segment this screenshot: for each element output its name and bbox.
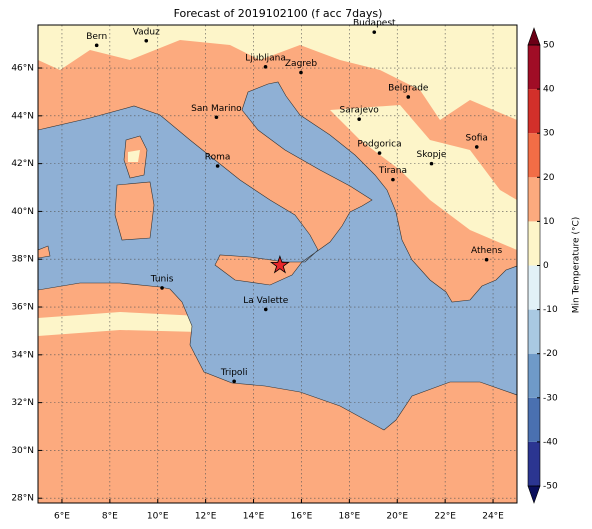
colorbar-label: Min Temperature (°C) — [572, 217, 582, 314]
x-tick-label: 16°E — [291, 512, 313, 522]
y-tick-label: 40°N — [11, 207, 34, 217]
city-dot — [263, 307, 268, 312]
city-label: Sofia — [466, 133, 488, 143]
colorbar-tick-label: -30 — [543, 393, 558, 403]
city-label: Tirana — [378, 166, 407, 176]
colorbar-tick-label: 30 — [543, 129, 555, 139]
island — [114, 181, 155, 241]
city-label: Vaduz — [133, 27, 160, 37]
city-label: Sarajevo — [340, 106, 380, 116]
city-label: Athens — [471, 246, 502, 256]
city-dot — [474, 145, 479, 149]
city-label: Ljubljana — [245, 53, 286, 63]
city-label: San Marino — [191, 104, 242, 114]
x-tick-label: 20°E — [386, 512, 408, 522]
island — [38, 245, 51, 259]
colorbar-tick-label: -40 — [543, 437, 558, 447]
x-tick-label: 6°E — [54, 512, 70, 522]
colorbar-tick-label: 10 — [543, 217, 555, 227]
y-tick-label: 36°N — [11, 303, 34, 313]
city-dot — [377, 151, 382, 155]
y-tick-label: 30°N — [11, 446, 34, 456]
colorbar-band — [528, 221, 540, 266]
city-dot — [299, 70, 303, 75]
map-area — [38, 25, 517, 503]
city-label: Bern — [86, 32, 107, 42]
y-tick-label: 28°N — [11, 494, 34, 504]
colorbar-band — [528, 133, 540, 178]
map-frame — [37, 24, 518, 504]
y-tick-label: 42°N — [11, 159, 34, 169]
y-tick-label: 32°N — [11, 398, 34, 408]
city-label: Zagreb — [285, 59, 317, 69]
colorbar-extend — [527, 27, 541, 46]
colorbar-band — [528, 441, 540, 486]
city-dot — [406, 95, 411, 99]
colorbar-band — [528, 177, 540, 222]
colorbar-tick-label: -20 — [543, 349, 558, 359]
city-dot — [372, 30, 377, 34]
city-dot — [214, 115, 219, 120]
y-tick-label: 34°N — [11, 350, 34, 360]
x-tick-label: 14°E — [243, 512, 265, 522]
colorbar-tick-label: 20 — [543, 173, 555, 183]
city-dot — [160, 286, 164, 290]
cream-zone — [38, 25, 517, 120]
colorbar-band — [528, 353, 540, 398]
colorbar-tick-label: 40 — [543, 85, 555, 95]
colorbar-band — [528, 309, 540, 354]
city-label: La Valette — [243, 296, 288, 306]
city-dot — [144, 38, 149, 43]
x-tick-label: 18°E — [339, 512, 361, 522]
x-tick-label: 12°E — [195, 512, 217, 522]
x-tick-label: 22°E — [434, 512, 456, 522]
colorbar-tick-label: -50 — [543, 482, 558, 492]
colorbar-tick-label: 0 — [543, 261, 549, 271]
city-dot — [232, 379, 236, 384]
city-label: Belgrade — [388, 83, 429, 93]
y-tick-label: 38°N — [11, 255, 34, 265]
city-label: Tripoli — [220, 368, 248, 378]
city-label: Roma — [205, 153, 231, 163]
cream-zone — [128, 150, 140, 162]
city-dot — [357, 117, 361, 121]
city-dot — [429, 161, 434, 166]
cream-zone — [330, 105, 517, 250]
city-dot — [484, 257, 489, 262]
map-title: Forecast of 2019102100 (f acc 7days) — [174, 7, 383, 20]
cream-zone — [38, 312, 200, 336]
marker-star — [270, 254, 290, 274]
x-tick-label: 10°E — [147, 512, 169, 522]
city-dot — [391, 177, 395, 182]
colorbar-tick-label: -10 — [543, 305, 558, 315]
colorbar: -50 -40 -30 -20 -10 0 10 20 30 40 50 — [527, 27, 558, 504]
colorbar-tick-label: 50 — [543, 41, 555, 51]
x-tick-label: 8°E — [102, 512, 118, 522]
city-label: Podgorica — [357, 140, 401, 150]
y-tick-label: 46°N — [11, 64, 34, 74]
colorbar-extend — [527, 485, 541, 504]
x-tick-label: 24°E — [482, 512, 504, 522]
city-dot — [215, 164, 220, 168]
colorbar-band — [528, 45, 540, 90]
colorbar-band — [528, 265, 540, 310]
city-dot — [263, 65, 268, 69]
colorbar-band — [528, 89, 540, 134]
city-dot — [94, 43, 99, 48]
city-label: Budapest — [353, 19, 396, 29]
y-tick-label: 44°N — [11, 111, 34, 121]
colorbar-band — [528, 397, 540, 442]
city-label: Skopje — [417, 150, 447, 160]
city-label: Tunis — [150, 274, 174, 284]
